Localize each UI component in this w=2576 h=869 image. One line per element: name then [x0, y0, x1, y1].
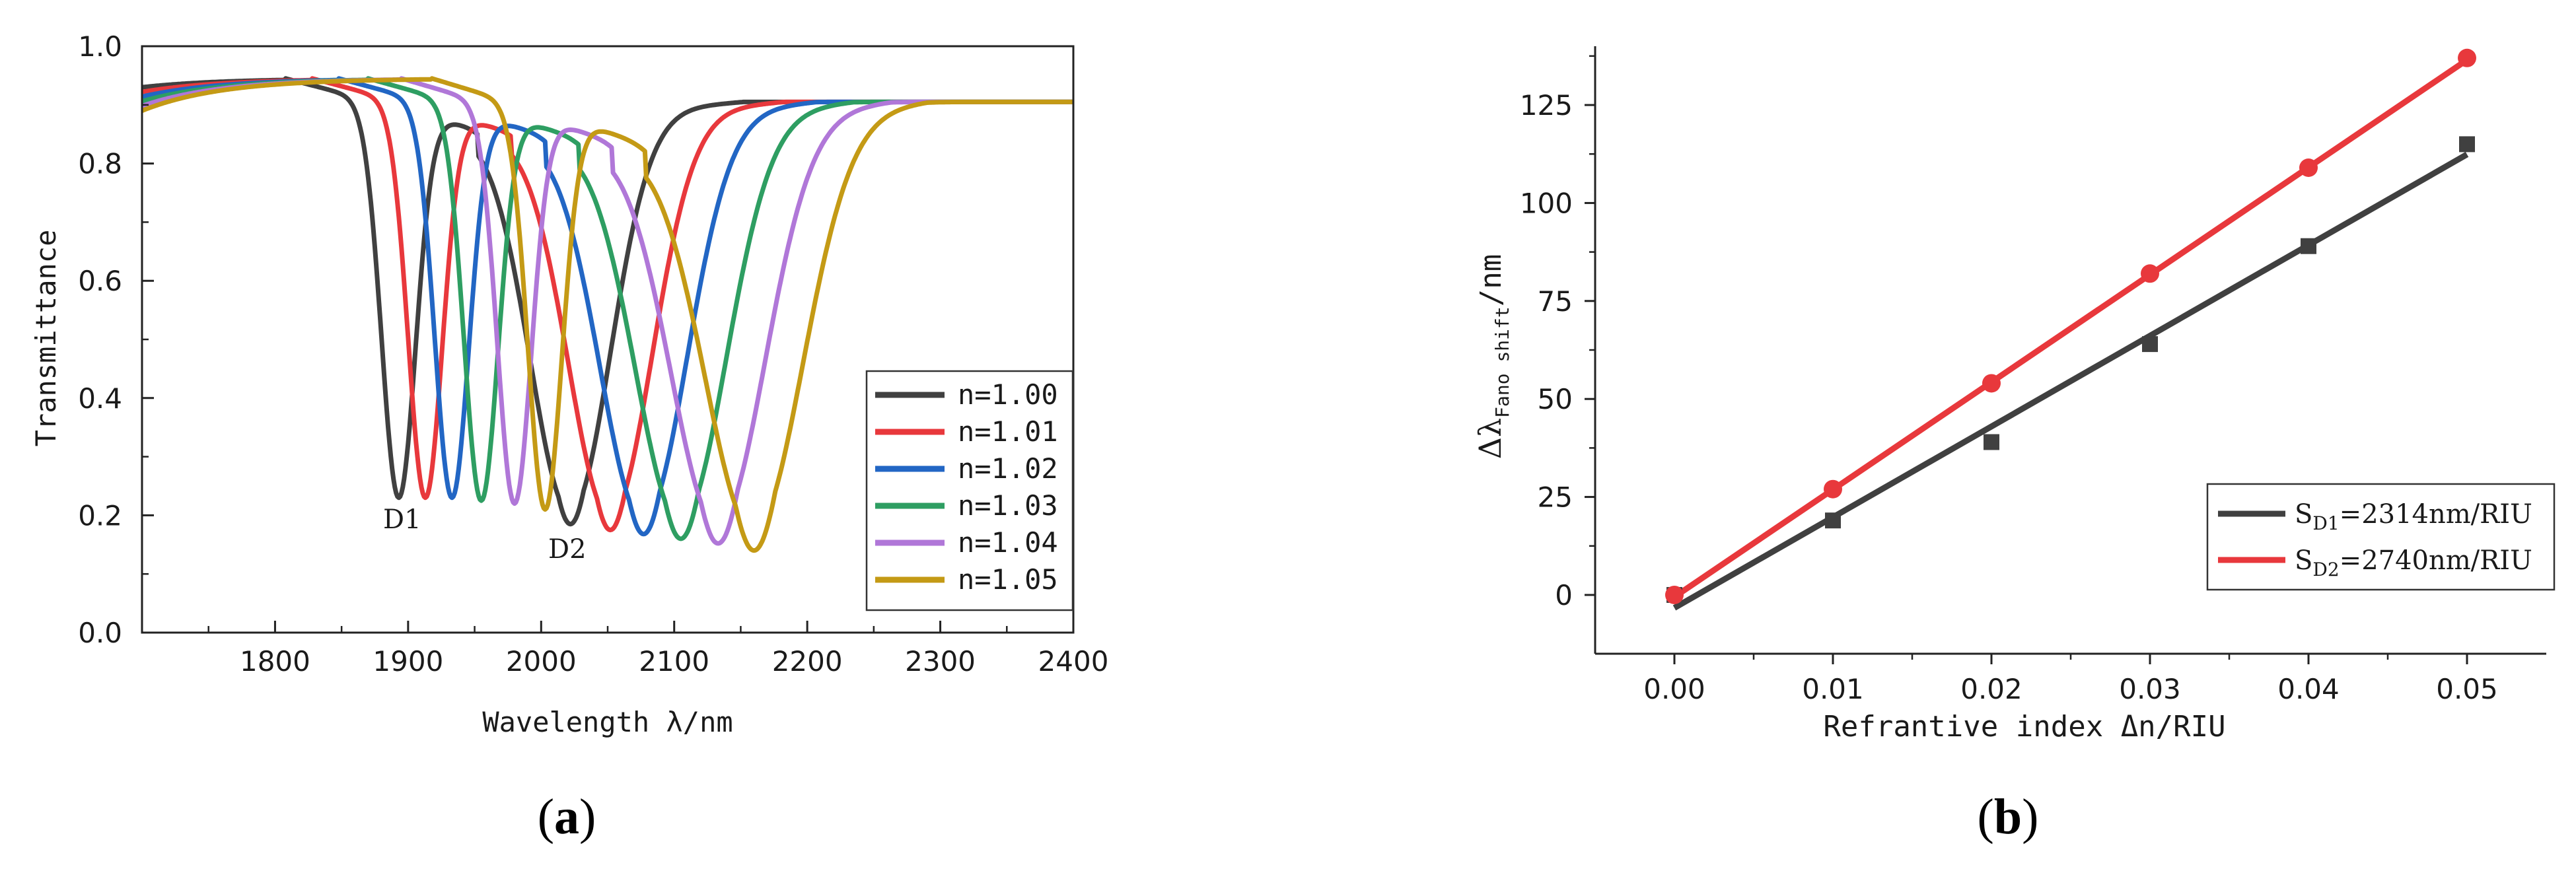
b-ytick-label: 50 [1538, 383, 1573, 415]
panel-label-b-letter: b [1994, 789, 2022, 845]
a-xtick-label: 1800 [240, 645, 310, 678]
a-ytick-label: 0.6 [78, 265, 122, 297]
a-xtick-label: 2400 [1038, 645, 1109, 678]
b-point-d1 [1825, 512, 1841, 529]
a-xtick-label: 1900 [373, 645, 443, 678]
b-ytick-label: 75 [1538, 285, 1573, 318]
b-point-d2 [1824, 479, 1842, 499]
b-fit-line [1672, 151, 2469, 611]
a-ytick-label: 1.0 [78, 30, 122, 63]
panel-label-b: (b) [1978, 789, 2039, 845]
annotation-d2: D2 [548, 534, 587, 565]
a-xlabel: Wavelength λ/nm [482, 706, 733, 738]
b-ylabel: ΔλFano shift/nm [1472, 254, 1513, 459]
b-ylabel-sub: Fano shift [1491, 306, 1513, 418]
a-xtick-label: 2200 [772, 645, 843, 678]
a-ytick-label: 0.2 [78, 499, 122, 532]
a-ytick-label: 0.4 [78, 382, 122, 415]
a-legend-label: n=1.04 [958, 526, 1058, 559]
a-legend-label: n=1.01 [958, 415, 1058, 448]
b-xlabel: Refrantive index Δn/RIU [1823, 710, 2225, 744]
b-legend-label-d2: SD2=2740nm/RIU [2295, 545, 2532, 580]
a-xtick-label: 2000 [506, 645, 577, 678]
a-ylabel: Transmittance [30, 230, 62, 447]
panel-b: 0.00 0.01 0.02 0.03 0.04 0.05 0 25 50 75 100 125 Re… [1472, 46, 2556, 845]
panel-label-a-open: ( [538, 789, 554, 845]
b-point-d2 [1665, 585, 1684, 604]
b-axes: 0.00 0.01 0.02 0.03 0.04 0.05 0 25 50 75 100 125 [1520, 46, 2546, 705]
b-point-d2 [2299, 158, 2318, 177]
b-xtick-label: 0.02 [1960, 673, 2022, 705]
b-ytick-label: 0 [1555, 579, 1573, 611]
a-ytick-label: 0.0 [78, 617, 122, 649]
a-legend: n=1.00 n=1.01 n=1.02 n=1.03 n=1.04 n=1.05 [865, 370, 1074, 611]
b-xtick-label: 0.00 [1643, 673, 1705, 705]
b-ylabel-main: Δλ [1472, 418, 1508, 459]
b-ytick-label: 100 [1520, 187, 1573, 219]
a-xtick-label: 2100 [639, 645, 709, 678]
b-point-d2 [1982, 374, 2001, 393]
b-xtick-label: 0.03 [2119, 673, 2181, 705]
a-curves [142, 76, 1073, 553]
panel-label-a-letter: a [554, 789, 579, 845]
b-fit-line [1672, 57, 2469, 600]
a-legend-label: n=1.03 [958, 489, 1058, 522]
b-ytick-label: 125 [1520, 89, 1573, 122]
b-xtick-label: 0.04 [2277, 673, 2340, 705]
b-legend-d1-rest: =2314nm/RIU [2340, 499, 2532, 530]
b-legend-d2-sub: D2 [2312, 559, 2339, 580]
b-point-d1 [2142, 336, 2158, 353]
b-xtick-label: 0.01 [1802, 673, 1864, 705]
a-legend-label: n=1.05 [958, 563, 1058, 596]
a-legend-label: n=1.02 [958, 452, 1058, 485]
b-legend-d2-main: S [2295, 545, 2312, 576]
annotation-d1: D1 [383, 504, 421, 535]
b-data [1665, 48, 2476, 611]
b-point-d2 [2141, 264, 2159, 283]
a-legend-box [865, 370, 1074, 611]
b-point-d1 [1984, 434, 1999, 450]
panel-a: 1800 1900 2000 2100 2200 2300 2400 0.0 0.2 0.4 0.6… [30, 30, 1108, 845]
b-xtick-label: 0.05 [2436, 673, 2498, 705]
b-legend-d2-rest: =2740nm/RIU [2340, 545, 2532, 576]
b-legend-label-d1: SD1=2314nm/RIU [2295, 499, 2532, 534]
b-legend-d1-sub: D1 [2312, 512, 2339, 534]
panel-label-a-close: ) [579, 789, 596, 845]
panel-label-a: (a) [538, 789, 596, 845]
a-ytick-label: 0.8 [78, 148, 122, 180]
b-ytick-label: 25 [1538, 481, 1573, 514]
a-series-line [142, 76, 1073, 553]
a-legend-label: n=1.00 [958, 378, 1058, 411]
panel-label-b-open: ( [1978, 789, 1994, 845]
b-point-d2 [2458, 48, 2476, 67]
a-axes: 1800 1900 2000 2100 2200 2300 2400 0.0 0.2 0.4 0.6… [78, 30, 1108, 678]
b-legend: SD1=2314nm/RIU SD2=2740nm/RIU [2206, 483, 2556, 591]
b-legend-box [2206, 483, 2556, 591]
panel-label-b-close: ) [2022, 789, 2038, 845]
b-ylabel-unit: /nm [1474, 254, 1508, 306]
a-xtick-label: 2300 [905, 645, 976, 678]
b-legend-d1-main: S [2295, 499, 2312, 530]
b-point-d1 [2301, 238, 2316, 254]
b-point-d1 [2459, 136, 2475, 153]
